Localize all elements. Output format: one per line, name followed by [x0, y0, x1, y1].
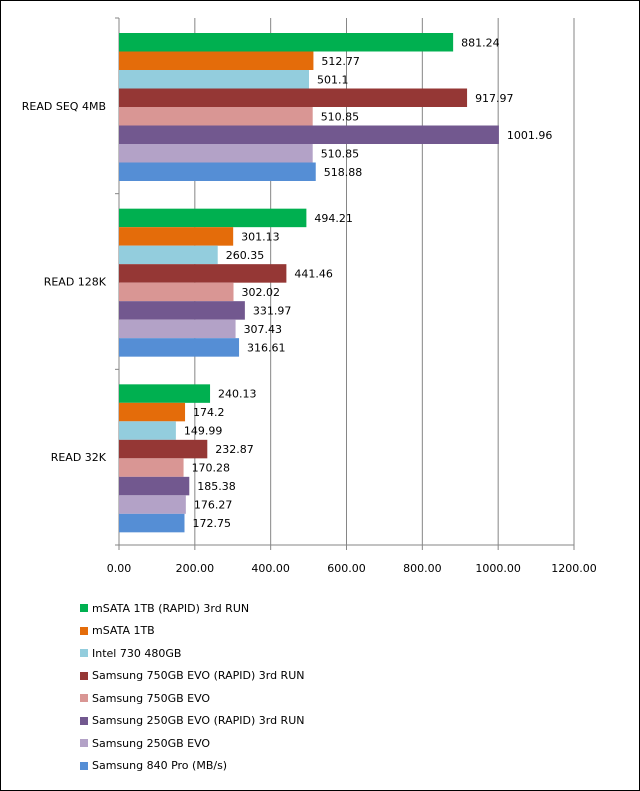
data-label: 149.99 [184, 425, 223, 438]
data-label: 1001.96 [507, 129, 552, 142]
legend: mSATA 1TB (RAPID) 3rd RUN mSATA 1TB Intel … [80, 597, 304, 777]
bar [119, 162, 316, 181]
category-label: READ 32K [51, 451, 107, 464]
data-label: 441.46 [294, 267, 333, 280]
legend-item: mSATA 1TB [80, 620, 304, 643]
legend-item: Samsung 840 Pro (MB/s) [80, 755, 304, 778]
x-tick-label: 600.00 [327, 562, 366, 575]
data-label: 510.85 [321, 147, 360, 160]
category-label: READ 128K [44, 276, 107, 289]
x-tick-label: 1000.00 [475, 562, 521, 575]
bar [119, 476, 190, 496]
legend-label: Samsung 250GB EVO (RAPID) 3rd RUN [92, 714, 305, 728]
data-label: 331.97 [253, 304, 291, 317]
x-tick-label: 0.00 [107, 562, 132, 575]
legend-item: Samsung 250GB EVO (RAPID) 3rd RUN [80, 710, 304, 733]
data-label: 881.24 [461, 36, 500, 49]
legend-swatch [80, 739, 88, 748]
data-label: 172.75 [193, 517, 232, 530]
data-label: 501.1 [317, 73, 349, 86]
legend-label: Samsung 750GB EVO (RAPID) 3rd RUN [92, 669, 305, 683]
bar [119, 144, 313, 163]
bar [119, 208, 307, 228]
bar [119, 384, 211, 403]
bar [119, 301, 245, 320]
bar [119, 421, 176, 440]
data-label: 510.85 [321, 110, 360, 123]
data-label: 260.35 [226, 249, 265, 262]
bar [119, 338, 240, 357]
legend-item: mSATA 1TB (RAPID) 3rd RUN [80, 597, 304, 620]
bar [119, 70, 310, 89]
data-label: 512.77 [321, 55, 360, 68]
bar [119, 458, 184, 477]
bar [119, 402, 186, 422]
data-label: 307.43 [244, 323, 282, 336]
data-label: 170.28 [192, 462, 231, 475]
bar [119, 51, 314, 70]
data-label: 518.88 [324, 166, 363, 179]
legend-swatch [80, 671, 88, 680]
data-label: 301.13 [241, 230, 280, 243]
bar [119, 227, 234, 246]
x-tick-label: 200.00 [176, 562, 215, 575]
legend-item: Samsung 750GB EVO (RAPID) 3rd RUN [80, 665, 304, 688]
legend-label: Samsung 840 Pro (MB/s) [92, 759, 228, 773]
x-tick-label: 1200.00 [551, 562, 597, 575]
legend-swatch [80, 649, 88, 658]
legend-label: Intel 730 480GB [92, 646, 182, 660]
data-label: 917.97 [475, 92, 513, 105]
bar [119, 439, 208, 459]
legend-label: mSATA 1TB (RAPID) 3rd RUN [92, 601, 250, 615]
legend-swatch [80, 716, 88, 725]
legend-item: Samsung 250GB EVO [80, 732, 304, 755]
x-tick-label: 400.00 [251, 562, 290, 575]
legend-label: Samsung 750GB EVO [92, 691, 211, 705]
data-label: 176.27 [194, 499, 233, 512]
bar [119, 513, 185, 533]
bar [119, 282, 234, 302]
legend-swatch [80, 694, 88, 703]
legend-swatch [80, 626, 88, 635]
data-label: 174.2 [193, 406, 225, 419]
legend-swatch [80, 604, 88, 613]
bar [119, 245, 218, 265]
bar [119, 125, 499, 144]
legend-label: mSATA 1TB [92, 624, 155, 638]
data-label: 232.87 [215, 443, 254, 456]
bar [119, 107, 313, 126]
legend-item: Samsung 750GB EVO [80, 687, 304, 710]
x-tick-label: 800.00 [403, 562, 442, 575]
bar [119, 264, 287, 283]
category-label: READ SEQ 4MB [22, 100, 106, 113]
bar [119, 33, 454, 52]
bar [119, 88, 468, 107]
legend-item: Intel 730 480GB [80, 642, 304, 665]
data-label: 240.13 [218, 388, 257, 401]
data-label: 494.21 [314, 212, 353, 225]
bar [119, 495, 186, 514]
bar [119, 319, 236, 339]
legend-label: Samsung 250GB EVO [92, 736, 211, 750]
data-label: 316.61 [247, 341, 286, 354]
legend-swatch [80, 761, 88, 770]
data-label: 185.38 [197, 480, 236, 493]
data-label: 302.02 [242, 286, 281, 299]
